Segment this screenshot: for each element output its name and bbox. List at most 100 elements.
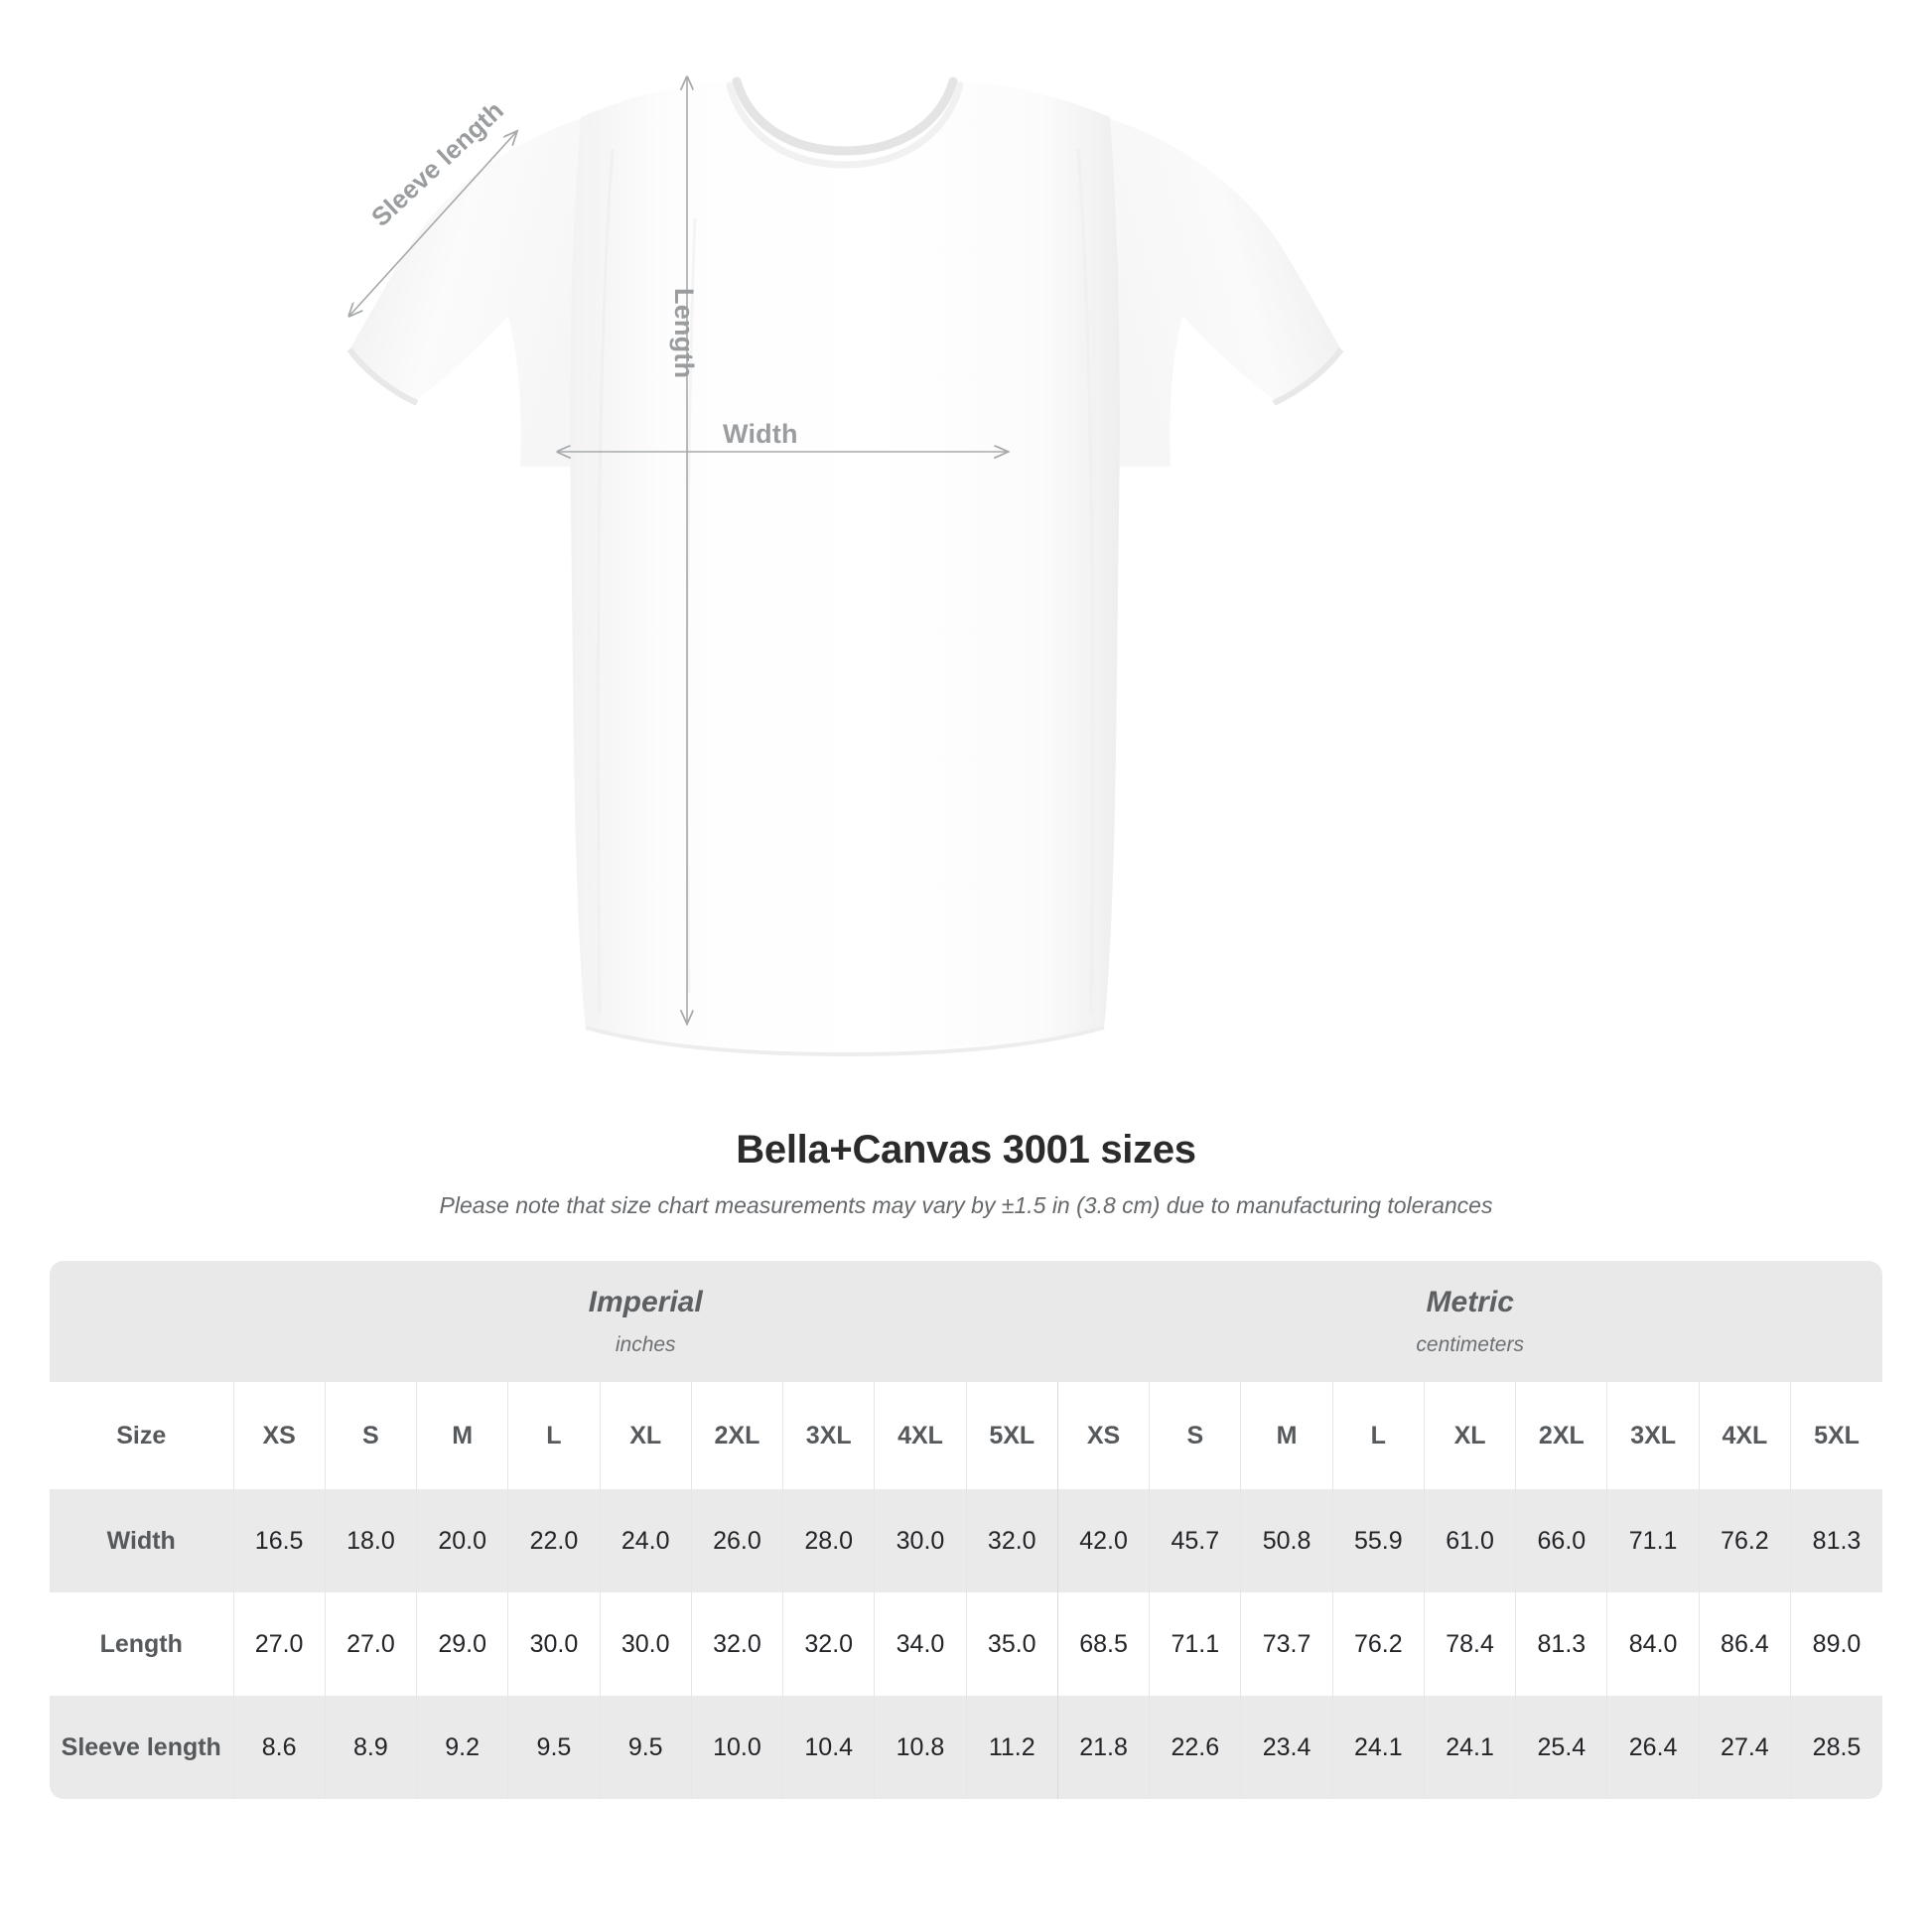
tshirt-diagram: Sleeve length Length Width: [0, 0, 1344, 1057]
size-header-label: Size: [50, 1382, 233, 1489]
unit-group-imperial-name: Imperial: [588, 1286, 703, 1318]
tshirt-hem: [585, 1026, 1105, 1057]
row-label-length: Length: [50, 1592, 233, 1696]
size-header-cell: 5XL: [965, 1382, 1058, 1489]
tshirt-left-seam: [596, 148, 615, 1014]
width-label: Width: [723, 419, 798, 449]
size-header-cell: 3XL: [782, 1382, 875, 1489]
table-cell: 42.0: [1056, 1489, 1150, 1592]
table-cell: 10.4: [782, 1696, 875, 1799]
unit-group-metric-unit: centimeters: [1416, 1333, 1524, 1356]
table-cell: 71.1: [1606, 1489, 1700, 1592]
tshirt-collar: [732, 76, 958, 156]
table-cell: 50.8: [1240, 1489, 1333, 1592]
unit-group-row: Imperial inches Metric centimeters: [50, 1261, 1882, 1382]
unit-group-spacer: [50, 1261, 233, 1382]
table-cell: 29.0: [416, 1592, 508, 1696]
tshirt-illustration: [0, 0, 1344, 1057]
table-cell: 9.5: [599, 1696, 692, 1799]
table-cell: 32.0: [690, 1592, 783, 1696]
unit-group-imperial: Imperial inches: [233, 1261, 1058, 1382]
tshirt-left-cuff: [346, 347, 419, 406]
size-header-cell: XS: [1056, 1382, 1150, 1489]
size-header-cell: XL: [1423, 1382, 1516, 1489]
size-header-cell: S: [324, 1382, 417, 1489]
table-cell: 11.2: [965, 1696, 1058, 1799]
table-row: Length 27.0 27.0 29.0 30.0 30.0 32.0 32.…: [50, 1592, 1882, 1696]
table-cell: 24.0: [599, 1489, 692, 1592]
table-cell: 24.1: [1331, 1696, 1425, 1799]
size-header-cell: XS: [232, 1382, 326, 1489]
tshirt-right-seam: [1076, 148, 1095, 1014]
table-cell: 10.8: [874, 1696, 967, 1799]
table-cell: 26.0: [690, 1489, 783, 1592]
unit-group-metric-name: Metric: [1426, 1286, 1514, 1318]
size-header-cell: L: [507, 1382, 601, 1489]
table-cell: 8.9: [324, 1696, 417, 1799]
size-header-cell: 2XL: [1515, 1382, 1607, 1489]
unit-group-imperial-unit: inches: [615, 1333, 676, 1356]
size-header-cell: 4XL: [1698, 1382, 1791, 1489]
table-cell: 27.0: [232, 1592, 326, 1696]
table-cell: 30.0: [599, 1592, 692, 1696]
table-cell: 24.1: [1423, 1696, 1516, 1799]
table-cell: 32.0: [782, 1592, 875, 1696]
unit-group-metric: Metric centimeters: [1057, 1261, 1882, 1382]
table-cell: 30.0: [874, 1489, 967, 1592]
table-cell: 30.0: [507, 1592, 601, 1696]
table-cell: 61.0: [1423, 1489, 1516, 1592]
table-cell: 66.0: [1515, 1489, 1607, 1592]
table-cell: 89.0: [1790, 1592, 1882, 1696]
size-header-cell: M: [416, 1382, 508, 1489]
size-table: Imperial inches Metric centimeters Size …: [50, 1261, 1882, 1799]
table-cell: 81.3: [1515, 1592, 1607, 1696]
table-cell: 86.4: [1698, 1592, 1791, 1696]
table-cell: 18.0: [324, 1489, 417, 1592]
table-cell: 78.4: [1423, 1592, 1516, 1696]
table-cell: 20.0: [416, 1489, 508, 1592]
table-cell: 21.8: [1056, 1696, 1150, 1799]
tshirt-right-cuff: [1272, 347, 1344, 406]
size-header-cell: 3XL: [1606, 1382, 1700, 1489]
table-cell: 81.3: [1790, 1489, 1882, 1592]
table-cell: 22.6: [1149, 1696, 1241, 1799]
tshirt-right-sleeve: [1095, 119, 1341, 467]
table-cell: 16.5: [232, 1489, 326, 1592]
table-cell: 8.6: [232, 1696, 326, 1799]
table-cell: 55.9: [1331, 1489, 1425, 1592]
tshirt-collar-inner: [726, 81, 964, 169]
size-table-wrapper: Imperial inches Metric centimeters Size …: [0, 1261, 1932, 1799]
table-row: Sleeve length 8.6 8.9 9.2 9.5 9.5 10.0 1…: [50, 1696, 1882, 1799]
table-cell: 22.0: [507, 1489, 601, 1592]
sleeve-length-arrow: [349, 132, 516, 316]
size-header-cell: M: [1240, 1382, 1333, 1489]
table-cell: 45.7: [1149, 1489, 1241, 1592]
table-cell: 10.0: [690, 1696, 783, 1799]
page-title: Bella+Canvas 3001 sizes: [736, 1128, 1196, 1172]
table-cell: 76.2: [1331, 1592, 1425, 1696]
table-cell: 34.0: [874, 1592, 967, 1696]
size-header-row: Size XS S M L XL 2XL 3XL 4XL 5XL XS S M …: [50, 1382, 1882, 1489]
table-cell: 76.2: [1698, 1489, 1791, 1592]
size-header-cell: L: [1331, 1382, 1425, 1489]
table-cell: 84.0: [1606, 1592, 1700, 1696]
table-cell: 32.0: [965, 1489, 1058, 1592]
table-cell: 68.5: [1056, 1592, 1150, 1696]
tshirt-body: [570, 81, 1120, 1050]
table-cell: 71.1: [1149, 1592, 1241, 1696]
table-cell: 27.0: [324, 1592, 417, 1696]
table-cell: 23.4: [1240, 1696, 1333, 1799]
size-header-cell: 4XL: [874, 1382, 967, 1489]
row-label-sleeve-length: Sleeve length: [50, 1696, 233, 1799]
table-cell: 28.5: [1790, 1696, 1882, 1799]
tshirt-left-sleeve: [349, 119, 596, 467]
chart-heading: Bella+Canvas 3001 sizes Please note that…: [0, 1128, 1932, 1219]
table-cell: 26.4: [1606, 1696, 1700, 1799]
table-cell: 25.4: [1515, 1696, 1607, 1799]
size-header-cell: 2XL: [690, 1382, 783, 1489]
table-cell: 28.0: [782, 1489, 875, 1592]
size-header-cell: XL: [599, 1382, 692, 1489]
table-cell: 9.2: [416, 1696, 508, 1799]
size-header-cell: S: [1149, 1382, 1241, 1489]
